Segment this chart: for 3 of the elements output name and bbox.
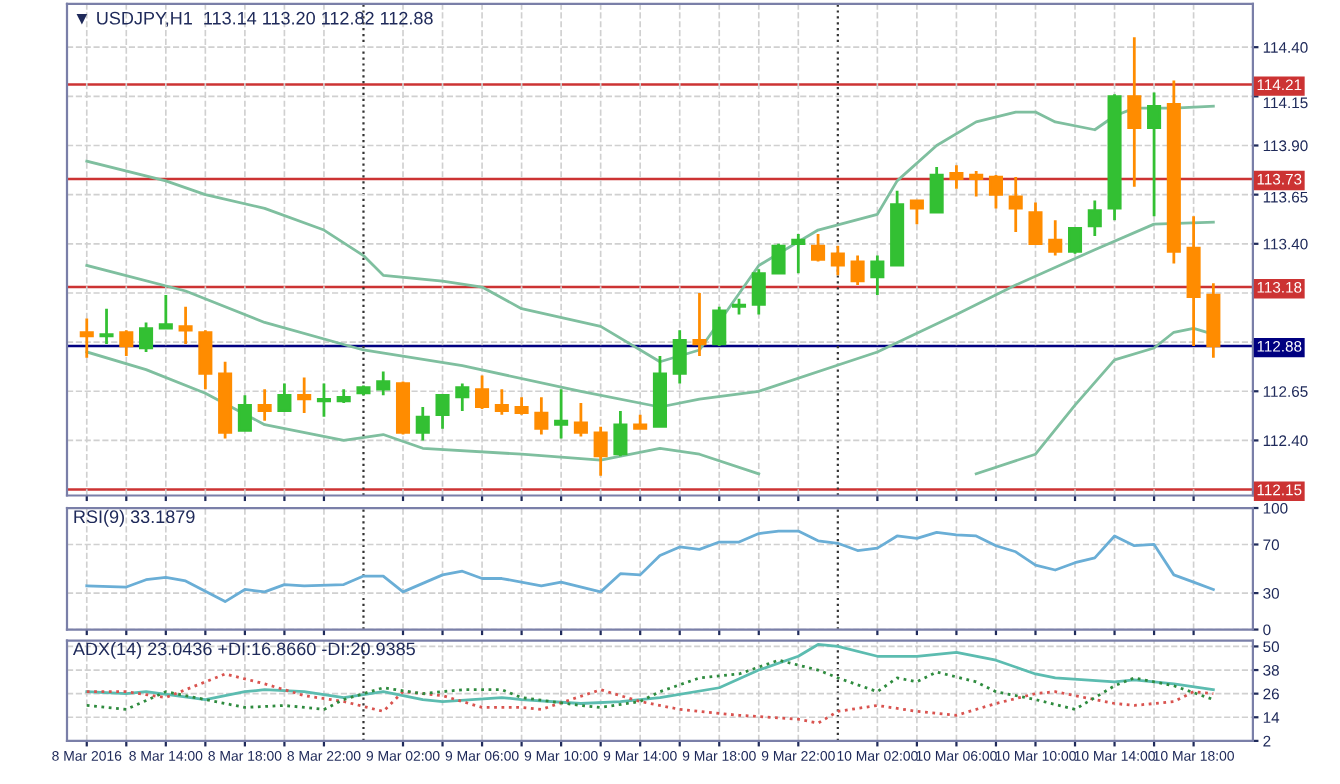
chart-title: ADX(14) 23.0436 +DI:16.8660 -DI:20.9385: [72, 642, 415, 659]
chart-title: RSI(9) 33.1879: [74, 509, 195, 527]
chart-title: ▼ USDJPY,H1 113.14 113.20 112.82 112.88: [76, 11, 433, 27]
